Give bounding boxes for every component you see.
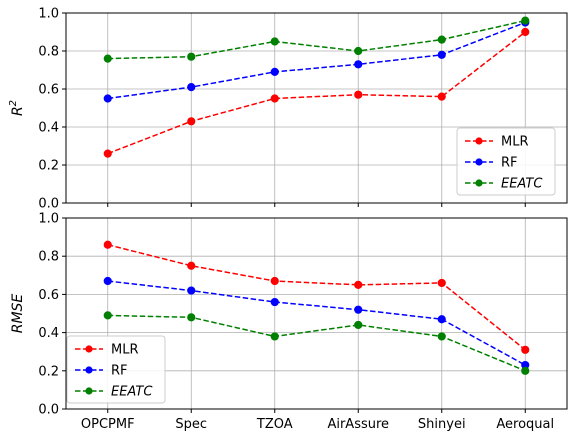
series-mlr bbox=[103, 27, 530, 158]
data-point bbox=[354, 46, 363, 56]
y-tick-label: 0.2 bbox=[38, 159, 59, 174]
y-tick-label: 0.8 bbox=[38, 250, 59, 265]
data-point bbox=[103, 149, 112, 158]
x-tick-label: OPCPMF bbox=[81, 417, 135, 432]
x-tick-label: TZOA bbox=[256, 417, 293, 432]
data-point bbox=[437, 278, 446, 288]
y-tick-label: 0.0 bbox=[38, 197, 59, 212]
y-tick-label: 0.6 bbox=[38, 83, 59, 98]
y-axis-label: RMSE bbox=[10, 294, 26, 334]
y-tick-label: 0.2 bbox=[38, 364, 59, 379]
data-point bbox=[437, 35, 446, 44]
data-point bbox=[354, 60, 363, 69]
data-point bbox=[270, 276, 279, 286]
legend-swatch-marker bbox=[85, 366, 93, 374]
data-point bbox=[270, 37, 279, 46]
x-tick-label: AirAssure bbox=[327, 417, 389, 432]
data-point bbox=[354, 320, 363, 330]
data-point bbox=[187, 117, 196, 126]
data-point bbox=[187, 83, 196, 92]
legend-swatch-marker bbox=[475, 179, 483, 187]
data-point bbox=[103, 54, 112, 63]
legend: MLR RF EEATC bbox=[456, 127, 556, 196]
legend-label: RF bbox=[111, 364, 128, 379]
series-mlr bbox=[103, 240, 530, 354]
data-point bbox=[103, 240, 112, 249]
legend-label: EEATC bbox=[111, 385, 153, 400]
x-tick-label: Shinyei bbox=[418, 417, 466, 432]
legend-swatch-marker bbox=[85, 387, 93, 395]
plot-frame bbox=[65, 217, 568, 410]
legend-swatch-marker bbox=[475, 137, 483, 145]
y-axis-label: R2 bbox=[8, 100, 26, 116]
series-line bbox=[107, 280, 526, 366]
data-point bbox=[521, 366, 530, 375]
legend: MLR RF EEATC bbox=[66, 335, 166, 404]
data-point bbox=[437, 92, 446, 101]
data-point bbox=[354, 90, 363, 99]
data-point bbox=[354, 305, 363, 314]
series-line bbox=[107, 19, 526, 60]
data-point bbox=[521, 16, 530, 25]
data-point bbox=[521, 27, 530, 37]
series-eeatc bbox=[103, 16, 530, 63]
y-tick-label: 1.0 bbox=[38, 212, 59, 227]
legend-box bbox=[66, 335, 166, 404]
data-point bbox=[187, 286, 196, 295]
series-line bbox=[107, 21, 526, 100]
series-line bbox=[107, 314, 526, 372]
data-point bbox=[187, 313, 196, 322]
series-eeatc bbox=[103, 311, 530, 375]
data-point bbox=[270, 67, 279, 77]
data-point bbox=[521, 345, 530, 354]
legend-label: EEATC bbox=[501, 177, 543, 192]
data-point bbox=[103, 276, 112, 286]
data-point bbox=[103, 311, 112, 320]
legend-box bbox=[456, 127, 556, 196]
y-axis-label-text: R bbox=[10, 106, 26, 116]
data-point bbox=[437, 50, 446, 59]
chart-panel-rmse: 0.0 0.2 0.4 0.6 0.8 1.0 OPCPMF Spec TZOA AirAssur… bbox=[10, 212, 568, 432]
data-point bbox=[270, 332, 279, 341]
data-point bbox=[270, 94, 279, 103]
data-point bbox=[354, 280, 363, 289]
legend-label: MLR bbox=[501, 135, 529, 150]
y-tick-label: 1.0 bbox=[38, 7, 59, 22]
series-line bbox=[107, 244, 526, 351]
series-rf bbox=[103, 18, 530, 103]
x-tick-label: Spec bbox=[175, 417, 207, 432]
data-point bbox=[270, 297, 279, 307]
x-tick-label: Aeroqual bbox=[496, 417, 554, 432]
chart-panel-r2: 0.0 0.2 0.4 0.6 0.8 1.0 R2 MLR RF EEATC bbox=[8, 7, 568, 212]
legend-swatch-marker bbox=[85, 345, 93, 353]
y-axis-label-text: RMSE bbox=[10, 294, 26, 334]
y-tick-label: 0.4 bbox=[38, 326, 59, 341]
y-tick-label: 0.0 bbox=[38, 403, 59, 418]
legend-swatch-marker bbox=[475, 158, 483, 166]
data-point bbox=[437, 315, 446, 324]
y-tick-label: 0.6 bbox=[38, 288, 59, 303]
legend-label: RF bbox=[501, 156, 518, 171]
plot-frame bbox=[65, 12, 568, 204]
y-tick-label: 0.8 bbox=[38, 45, 59, 60]
y-axis-label-superscript: 2 bbox=[8, 100, 19, 106]
data-point bbox=[187, 52, 196, 61]
legend-label: MLR bbox=[111, 343, 139, 358]
data-point bbox=[103, 94, 112, 103]
data-point bbox=[187, 261, 196, 270]
series-line bbox=[107, 31, 526, 155]
data-point bbox=[437, 332, 446, 341]
series-rf bbox=[103, 276, 530, 370]
y-tick-label: 0.4 bbox=[38, 121, 59, 136]
